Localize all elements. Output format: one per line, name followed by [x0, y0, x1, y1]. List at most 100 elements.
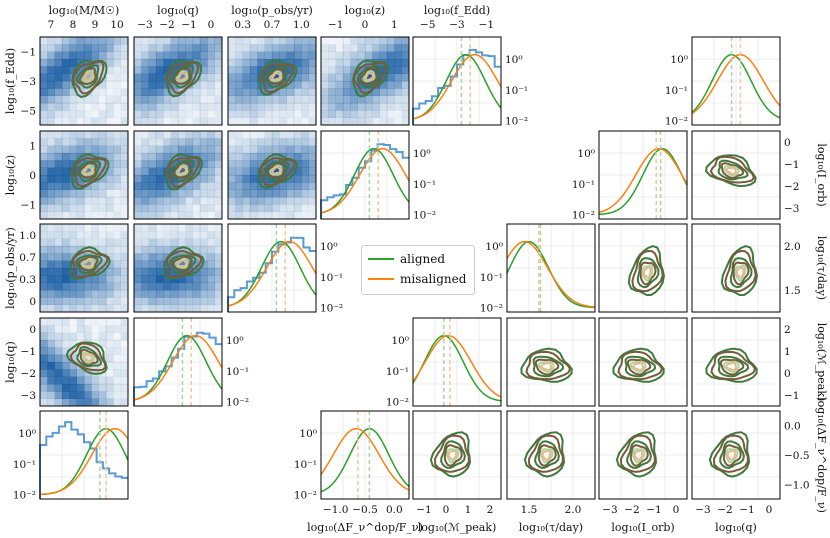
left-panel-r1-c1-heat-cell	[207, 145, 215, 154]
left-panel-r2-c0-contour	[71, 249, 109, 279]
left-panel-r1-c0-heat-cell	[40, 131, 48, 139]
left-panel-r2-c0-heat-cell	[62, 290, 70, 298]
left-panel-r2-c1-heat-cell	[178, 246, 186, 254]
left-panel-r1-c1-heat-cell	[156, 189, 164, 198]
right-panel-r1-q-contour	[720, 162, 745, 180]
left-panel-r1-c1-heat-cell	[207, 175, 215, 183]
left-panel-r1-c0-heat-cell	[40, 175, 48, 183]
left-panel-r2-c1-heat-cell	[148, 224, 157, 232]
left-panel-r1-c0-heat-cell	[98, 182, 107, 190]
left-panel-r0-c1-heat-cell	[134, 44, 142, 52]
right-panel-r3-2-contour	[710, 350, 757, 381]
left-panel-r1-c1-heat-cell	[141, 189, 149, 198]
left-panel-r0-c2-heat-cell	[264, 73, 273, 82]
left-panel-r3-c0-heat-cell	[47, 369, 55, 377]
left-panel-r2-c0-heat-cell	[120, 275, 129, 283]
left-panel-r0-c2-heat-cell	[272, 103, 280, 111]
left-panel-r0-c2-contour	[265, 68, 286, 85]
left-panel-r1-c2-heat-cell	[264, 204, 273, 212]
left-panel-r0-c1-heat-cell	[170, 37, 179, 45]
legend-entry-aligned: aligned	[368, 252, 445, 266]
left-panel-r0-c3-heat-cell	[394, 117, 402, 126]
left-panel-r0-c2-heat-cell	[242, 95, 251, 104]
left-panel-r2-c0-heat-cell	[106, 304, 114, 313]
left-panel-r0-c0-heat-cell	[106, 59, 114, 67]
left-panel-r0-c0-heat-cell	[54, 95, 63, 104]
left-panel-r1-c0-heat-cell	[91, 189, 99, 198]
left-panel-r1-c0-heat-cell	[98, 197, 107, 205]
left-panel-r3-c0-contour	[83, 353, 93, 363]
left-panel-r2-c1-heat-cell	[214, 224, 223, 232]
left-panel-r2-c0-heat-cell	[91, 231, 99, 239]
left-panel-r0-c2-contour	[271, 71, 282, 81]
left-panel-r2-c0-heat-cell	[40, 297, 48, 305]
left-panel-r0-c3-heat-cell	[350, 110, 358, 118]
left-panel-r1-c2-heat-cell	[301, 189, 309, 198]
left-panel-r3-c0-heat-cell	[40, 384, 48, 392]
left-panel-r3-c0-heat-cell	[91, 332, 99, 341]
left-panel-r0-c3-heat-cell	[401, 73, 410, 82]
right-diag-tick-3: 10⁰	[391, 335, 409, 347]
left-panel-r1-c1-heat-cell	[207, 197, 215, 205]
left-panel-r1-c2-heat-cell	[250, 167, 258, 176]
left-panel-r2-c1-heat-cell	[192, 231, 201, 239]
left-panel-r0-c0-heat-cell	[113, 81, 121, 89]
left-panel-r3-c0-heat-cell	[113, 398, 121, 407]
left-panel-r0-c3-heat-cell	[335, 88, 344, 96]
left-panel-r0-c3-heat-cell	[365, 37, 373, 45]
left-panel-r2-c0-heat-cell	[98, 224, 107, 232]
left-panel-r0-c0-heat-cell	[120, 37, 129, 45]
right-bottom-tick-Iorb: −2	[624, 504, 639, 516]
left-panel-r2-c1-heat-cell	[134, 290, 142, 298]
left-panel-r1-c1-heat-cell	[163, 153, 171, 161]
left-panel-r2-c0-heat-cell	[113, 253, 121, 261]
left-panel-r1-c2-heat-cell	[257, 189, 265, 198]
left-panel-r0-c3-heat-cell	[357, 95, 366, 104]
left-panel-r0-c1-heat-cell	[156, 51, 164, 60]
right-diag-tick-0: 10⁻¹	[665, 85, 688, 97]
left-panel-r0-c1-heat-cell	[148, 103, 157, 111]
left-panel-r3-c0-heat-cell	[98, 398, 107, 407]
left-panel-r1-c0-heat-cell	[40, 197, 48, 205]
left-panel-r0-c1-heat-cell	[141, 51, 149, 60]
left-panel-r0-c3-heat-cell	[335, 110, 344, 118]
left-panel-r3-c0-heat-cell	[47, 398, 55, 407]
left-panel-r0-c0-heat-cell	[120, 110, 129, 118]
left-panel-r1-c0-heat-cell	[120, 189, 129, 198]
left-panel-r0-c0-heat-cell	[40, 88, 48, 96]
left-panel-r3-c0-heat-cell	[98, 325, 107, 333]
left-panel-r1-c0-heat-cell	[54, 182, 63, 190]
right-panel-r4-2-group	[599, 411, 687, 499]
left-panel-r0-c1-heat-cell	[214, 44, 223, 52]
left-panel-r1-c1-heat-cell	[200, 145, 208, 154]
left-panel-r1-c1-heat-cell	[214, 145, 223, 154]
left-panel-r1-c2-contour	[265, 162, 286, 179]
left-panel-r2-c0-heat-cell	[120, 238, 129, 247]
left-panel-r0-c2-heat-cell	[250, 88, 258, 96]
left-panel-r3-c0-heat-cell	[62, 362, 70, 370]
left-panel-r1-c1-heat-cell	[185, 138, 193, 146]
left-panel-r1-c1-heat-cell	[170, 204, 179, 212]
left-panel-r0-c3-heat-cell	[379, 73, 388, 82]
left-panel-r2-c0-heat-cell	[113, 238, 121, 247]
left-panel-r3-c0-heat-cell	[54, 398, 63, 407]
left-panel-r0-c3-heat-cell	[328, 73, 336, 82]
left-panel-r0-c3-heat-cell	[394, 110, 402, 118]
left-panel-r0-c1-heat-cell	[148, 37, 157, 45]
left-panel-r0-c3-heat-cell	[372, 95, 380, 104]
left-panel-r2-c0-heat-cell	[91, 297, 99, 305]
left-panel-r1-c2-heat-cell	[272, 167, 280, 176]
left-panel-r1-c1-heat-cell	[214, 211, 223, 220]
right-panel-r2-0-contour	[627, 245, 665, 297]
left-panel-r1-c0-heat-cell	[113, 138, 121, 146]
left-panel-r0-c2-heat-cell	[286, 44, 295, 52]
left-panel-r3-c0-heat-cell	[47, 376, 55, 385]
left-panel-r0-c0-heat-cell	[120, 117, 129, 126]
left-diag-r0-tick-label: 10⁻¹	[505, 85, 528, 97]
left-panel-r1-c0-heat-cell	[113, 189, 121, 198]
left-panel-r0-c1-heat-cell	[148, 95, 157, 104]
left-panel-r0-c2-heat-cell	[242, 59, 251, 67]
left-panel-r1-c0-heat-cell	[120, 153, 129, 161]
left-panel-r0-c3-heat-cell	[379, 110, 388, 118]
left-panel-r0-c3-heat-cell	[401, 81, 410, 89]
